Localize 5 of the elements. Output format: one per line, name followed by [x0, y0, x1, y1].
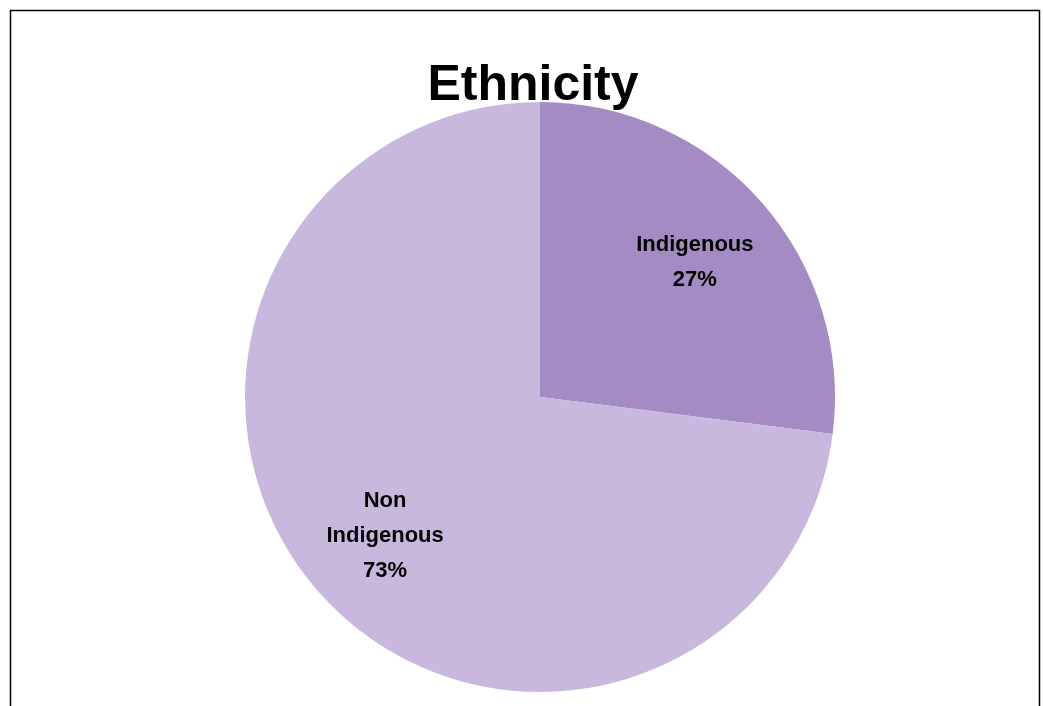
data-label: 73%	[363, 556, 408, 582]
chart-title: Ethnicity	[427, 55, 639, 111]
slice-label: Indigenous	[636, 230, 754, 256]
data-label: 27%	[672, 265, 717, 291]
slice-label: Non Indigenous	[326, 486, 444, 547]
